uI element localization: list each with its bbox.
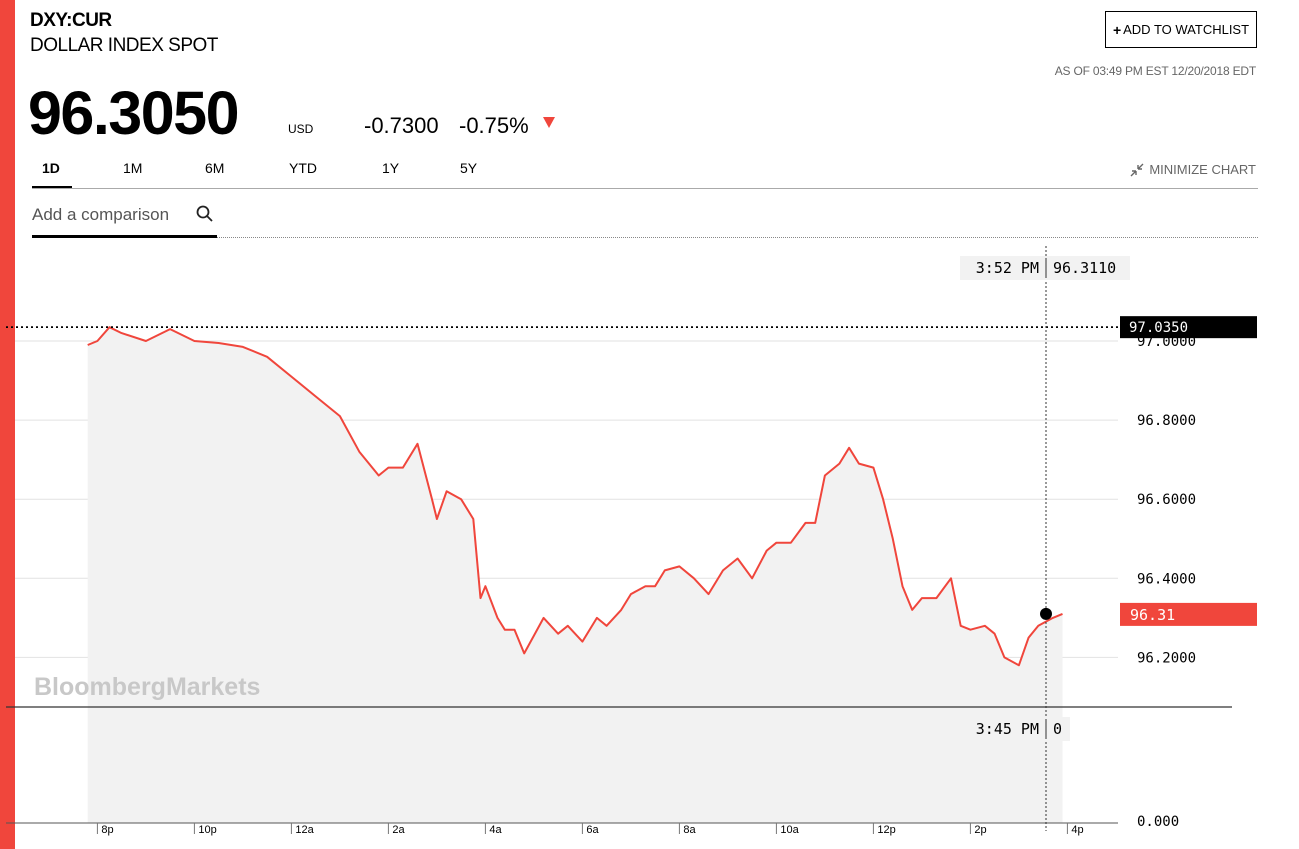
price-change: -0.7300 bbox=[364, 113, 439, 138]
percent-change: -0.75% bbox=[459, 113, 529, 138]
security-name: DOLLAR INDEX SPOT bbox=[30, 35, 218, 56]
plus-icon: + bbox=[1112, 21, 1122, 38]
currency-label: USD bbox=[288, 122, 314, 136]
watermark: BloombergMarkets bbox=[34, 673, 260, 701]
y-tick-label: 96.6000 bbox=[1137, 492, 1196, 508]
last-price-label-bg bbox=[1120, 602, 1257, 626]
x-tick-label: 8a bbox=[683, 824, 696, 836]
last-price-label: 96.31 bbox=[1120, 602, 1257, 626]
crosshair-time: 3:52 PM bbox=[976, 259, 1039, 277]
volume-axis-label: 0.000 bbox=[1137, 814, 1179, 830]
ticker-symbol: DXY:CUR bbox=[30, 10, 112, 31]
comparison-search bbox=[32, 200, 217, 238]
price-area bbox=[87, 327, 1063, 823]
comparison-divider bbox=[217, 237, 1258, 238]
search-icon[interactable] bbox=[195, 204, 215, 224]
last-price: 96.3050 bbox=[28, 79, 240, 147]
x-tick-label: 6a bbox=[586, 824, 599, 836]
previous-close-value: 97.0350 bbox=[1129, 320, 1188, 336]
x-tick-label: 10a bbox=[780, 824, 799, 836]
tab-6m[interactable]: 6M bbox=[205, 160, 225, 176]
last-price-marker bbox=[1040, 607, 1052, 620]
x-tick-label: 8p bbox=[101, 824, 113, 836]
accent-bar bbox=[0, 0, 15, 849]
crosshair-price-tooltip: 3:52 PM 96.3110 bbox=[960, 256, 1130, 280]
x-axis: 8p 10p 12a 2a 4a 6a 8a 10a 12p 2p 4p bbox=[6, 822, 1118, 836]
price-line bbox=[87, 326, 1063, 667]
crosshair-volume-value: 0 bbox=[1053, 720, 1062, 738]
previous-close-label: 97.0350 bbox=[1120, 316, 1257, 339]
last-price-value: 96.31 bbox=[1130, 606, 1175, 624]
tabs-divider bbox=[32, 188, 1258, 189]
as-of-timestamp: AS OF 03:49 PM EST 12/20/2018 EDT bbox=[1054, 64, 1256, 78]
down-arrow-icon bbox=[543, 117, 555, 128]
tab-1d[interactable]: 1D bbox=[42, 160, 60, 176]
active-tab-indicator bbox=[32, 186, 72, 189]
crosshair-volume-tooltip: 3:45 PM 0 bbox=[960, 717, 1070, 741]
tooltip-bg bbox=[960, 256, 1130, 280]
x-tick-label: 12a bbox=[295, 824, 314, 836]
x-tick-label: 4a bbox=[489, 824, 502, 836]
y-tick-label: 96.8000 bbox=[1137, 413, 1196, 429]
x-tick-label: 4p bbox=[1071, 824, 1083, 836]
comparison-input[interactable] bbox=[32, 204, 187, 226]
tab-5y[interactable]: 5Y bbox=[460, 160, 478, 176]
add-to-watchlist-button[interactable]: + ADD TO WATCHLIST bbox=[1105, 11, 1257, 48]
crosshair-value: 96.3110 bbox=[1053, 259, 1116, 277]
collapse-icon bbox=[1130, 163, 1144, 176]
x-tick-label: 12p bbox=[877, 824, 895, 836]
crosshair-volume-time: 3:45 PM bbox=[976, 720, 1039, 738]
x-tick-label: 2p bbox=[974, 824, 986, 836]
y-tick-label: 96.4000 bbox=[1137, 571, 1196, 587]
y-tick-label: 96.2000 bbox=[1137, 650, 1196, 666]
x-tick-label: 10p bbox=[198, 824, 216, 836]
minimize-chart-button[interactable]: MINIMIZE CHART bbox=[1130, 162, 1256, 177]
tab-1m[interactable]: 1M bbox=[123, 160, 143, 176]
x-tick-label: 2a bbox=[392, 824, 405, 836]
watchlist-label: ADD TO WATCHLIST bbox=[1123, 22, 1250, 37]
tooltip-bg bbox=[960, 717, 1070, 741]
minimize-label: MINIMIZE CHART bbox=[1149, 162, 1256, 177]
tab-ytd[interactable]: YTD bbox=[289, 160, 317, 176]
tab-1y[interactable]: 1Y bbox=[382, 160, 400, 176]
previous-close-label-bg bbox=[1120, 316, 1257, 339]
